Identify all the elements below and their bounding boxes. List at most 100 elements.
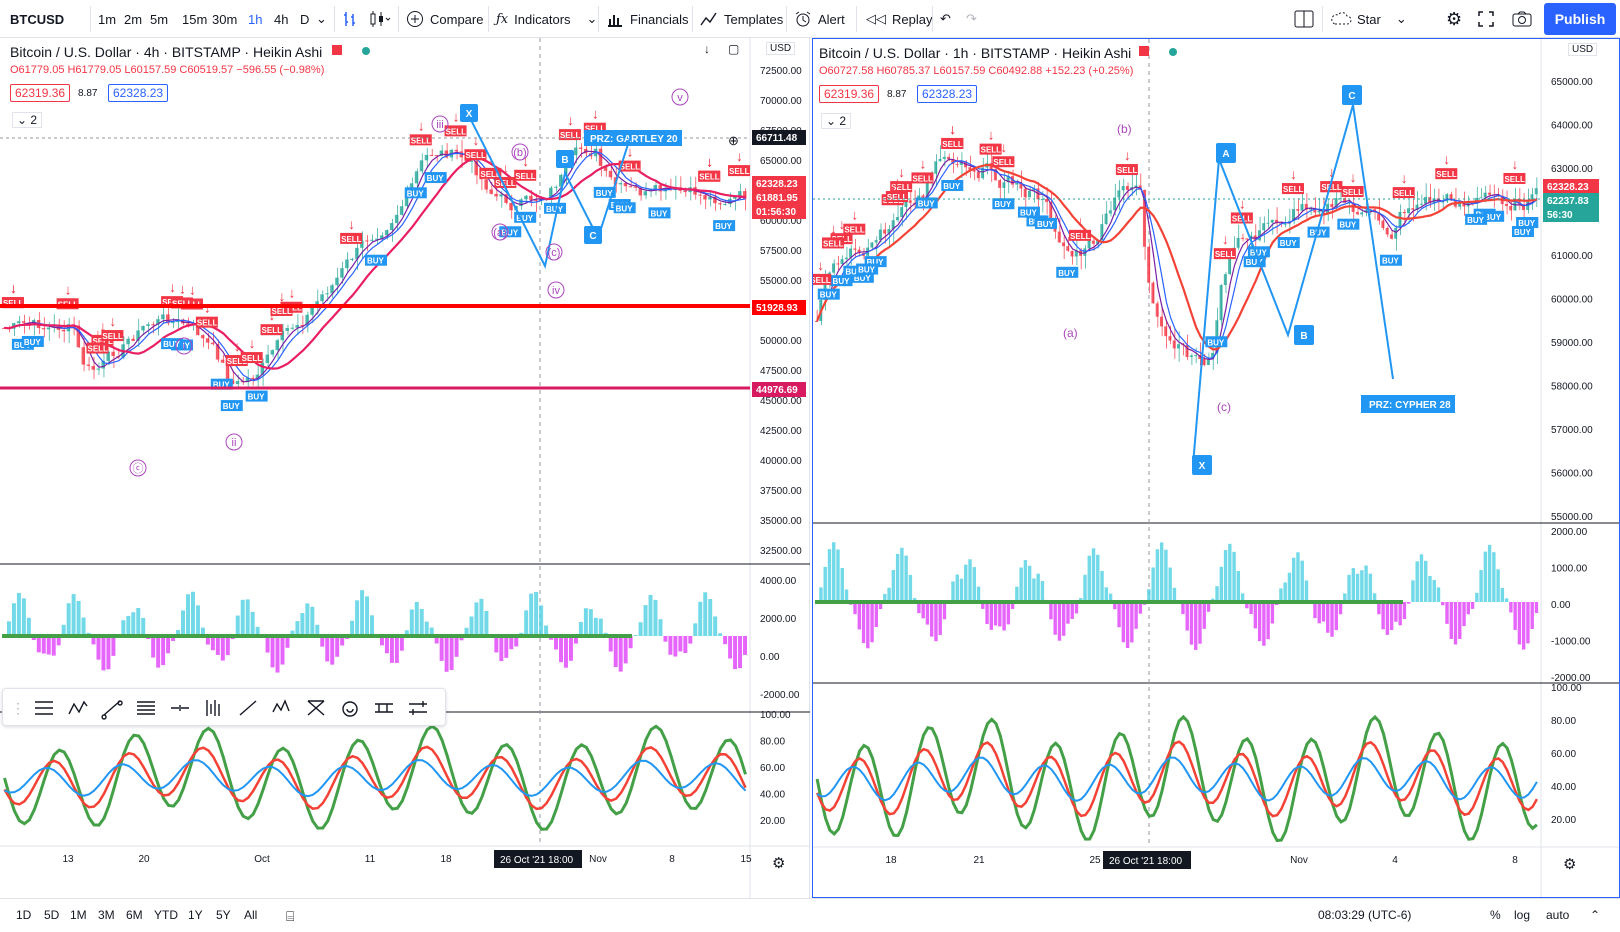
publish-button[interactable]: Publish — [1544, 3, 1616, 35]
sell-arrow-icon: ↓ — [453, 108, 460, 124]
ruler-icon[interactable] — [375, 703, 393, 713]
buy-signal-badge — [1307, 226, 1330, 238]
range-All[interactable]: All — [244, 908, 258, 922]
right-ask-box[interactable]: 62328.23 — [917, 85, 978, 103]
right-currency-button[interactable]: USD — [1568, 43, 1598, 56]
interval-30m[interactable]: 30m — [212, 11, 238, 27]
left-indicator-toggle[interactable]: ⌄ 2 — [12, 112, 43, 128]
xabcd-icon[interactable] — [307, 700, 325, 716]
buy-signal-badge — [817, 288, 840, 300]
time-axis-label: 11 — [365, 854, 376, 865]
right-indicator-toggle[interactable]: ⌄ 2 — [821, 113, 852, 129]
chevron-up-icon[interactable]: ⌃ — [1590, 908, 1601, 922]
interval-D[interactable]: D — [300, 11, 310, 27]
range-YTD[interactable]: YTD — [154, 908, 178, 922]
range-5Y[interactable]: 5Y — [216, 908, 231, 922]
crosshair-plus-icon[interactable]: ⊕ — [728, 133, 739, 148]
candle-body — [1057, 231, 1061, 243]
candle-body — [494, 193, 498, 197]
oscillator-bar — [1517, 602, 1522, 645]
fullscreen-icon[interactable] — [1478, 0, 1494, 38]
ray-icon[interactable] — [171, 705, 189, 711]
sell-arrow-icon: ↓ — [279, 288, 286, 304]
left-ask-box[interactable]: 62328.23 — [108, 84, 169, 102]
oscillator-bar — [1083, 574, 1087, 602]
left-bid-box[interactable]: 62319.36 — [10, 84, 71, 102]
zigzag-icon[interactable] — [68, 700, 88, 715]
range-1D[interactable]: 1D — [16, 908, 32, 922]
wave-label: v — [677, 92, 683, 104]
sell-signal-badge — [1435, 168, 1458, 180]
range-6M[interactable]: 6M — [126, 908, 143, 922]
oscillator-bar — [653, 599, 658, 636]
clock-time[interactable]: 08:03:29 (UTC-6) — [1318, 908, 1412, 922]
interval-15m[interactable]: 15m — [182, 11, 208, 27]
alert-button[interactable]: Alert — [794, 0, 845, 38]
left-chart-canvas[interactable]: 72500.0070000.0067500.0065000.0062500.00… — [0, 38, 810, 898]
oscillator-bar — [111, 636, 116, 656]
oscillator-bar — [409, 609, 414, 636]
redo-icon[interactable]: ↷ — [966, 11, 977, 26]
gear-icon[interactable]: ⚙ — [1446, 8, 1463, 29]
layout-name-button[interactable]: Star ⌄ — [1330, 0, 1407, 38]
candle-body — [260, 362, 265, 375]
pattern-icon[interactable] — [272, 699, 290, 713]
undo-icon[interactable]: ↶ — [940, 11, 951, 26]
rsi-axis-label: 40.00 — [1551, 782, 1576, 793]
oscillator-bar — [1343, 593, 1347, 602]
replay-button[interactable]: ◁◁ Replay — [866, 11, 933, 27]
right-bid-box[interactable]: 62319.36 — [819, 85, 880, 103]
candle-body — [225, 362, 230, 381]
candle-body — [934, 161, 938, 174]
camera-icon[interactable] — [1512, 0, 1532, 38]
ticks-icon[interactable] — [206, 700, 220, 716]
templates-button[interactable]: Templates — [700, 0, 783, 38]
spiral-icon[interactable] — [342, 701, 358, 717]
interval-2m[interactable]: 2m — [124, 11, 143, 27]
range-3M[interactable]: 3M — [98, 908, 115, 922]
candle-style-icon[interactable] — [368, 0, 390, 38]
auto-toggle[interactable]: auto — [1546, 908, 1570, 922]
oscillator-bar — [1347, 574, 1351, 602]
candle-body — [853, 248, 857, 250]
candle-body — [1194, 355, 1198, 357]
right-chart-canvas[interactable]: 65000.0064000.0063000.0062000.0061000.00… — [813, 39, 1619, 897]
symbol-search[interactable]: BTCUSD — [10, 11, 65, 27]
left-currency-button[interactable]: USD — [766, 42, 796, 55]
candle-body — [1479, 197, 1483, 199]
calendar-range-icon[interactable]: ⌸ — [286, 908, 295, 924]
indicators-button[interactable]: ƒx Indicators ⌄ — [496, 11, 598, 27]
pattern-label-bg — [1361, 395, 1455, 413]
percent-toggle[interactable]: % — [1490, 908, 1501, 922]
sell-arrow-icon: ↓ — [890, 177, 897, 193]
log-toggle[interactable]: log — [1514, 908, 1531, 922]
interval-1m[interactable]: 1m — [98, 11, 117, 27]
horizontal-lines-icon[interactable] — [35, 701, 53, 715]
interval-4h[interactable]: 4h — [274, 11, 289, 27]
bar-style-icon[interactable] — [342, 0, 360, 38]
line-icon[interactable] — [239, 700, 257, 716]
fib-icon[interactable] — [137, 701, 155, 715]
maximize-icon[interactable]: ▢ — [728, 42, 740, 56]
oscillator-bar — [200, 627, 205, 636]
left-chart-pane[interactable]: 72500.0070000.0067500.0065000.0062500.00… — [0, 38, 810, 898]
range-1Y[interactable]: 1Y — [188, 908, 203, 922]
candle-body — [106, 351, 110, 361]
interval-5m[interactable]: 5m — [150, 11, 169, 27]
range-5D[interactable]: 5D — [44, 908, 60, 922]
arrow-down-icon[interactable]: ↓ — [704, 42, 710, 56]
flag-icon[interactable] — [332, 45, 342, 55]
settings-lines-icon[interactable] — [409, 701, 427, 715]
interval-1h[interactable]: 1h — [248, 11, 263, 27]
layout-icon[interactable] — [1294, 0, 1314, 38]
pattern-point-bg — [1294, 325, 1314, 345]
oscillator-bar — [156, 636, 161, 668]
trend-line-icon[interactable] — [101, 700, 123, 720]
candle-body — [887, 229, 891, 234]
compare-button[interactable]: Compare — [406, 0, 483, 38]
flag-icon[interactable] — [1139, 46, 1149, 56]
range-1M[interactable]: 1M — [70, 908, 87, 922]
chevron-down-icon[interactable]: ⌄ — [316, 11, 327, 26]
financials-button[interactable]: Financials — [606, 0, 689, 38]
right-chart-pane[interactable]: 65000.0064000.0063000.0062000.0061000.00… — [812, 38, 1620, 898]
